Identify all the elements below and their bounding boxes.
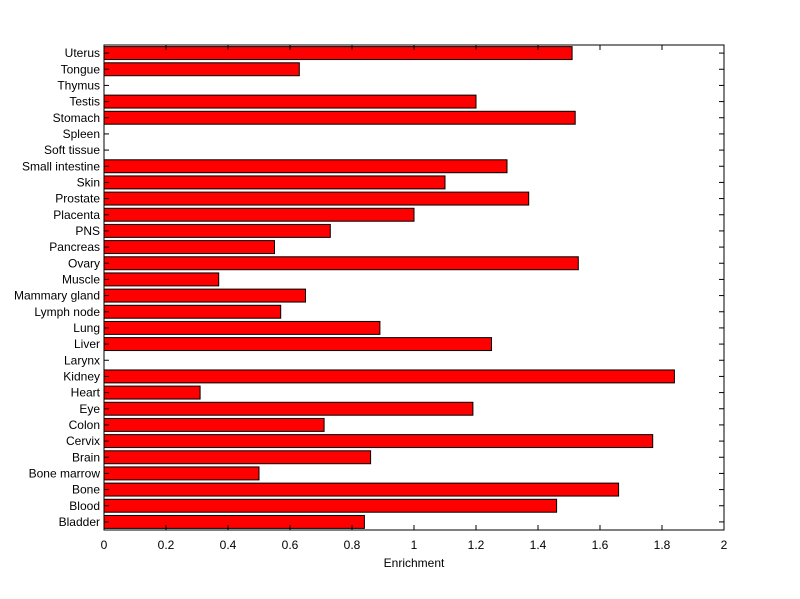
- y-tick-label: Larynx: [64, 353, 100, 367]
- x-tick-label: 0.4: [220, 538, 237, 552]
- x-tick-label: 0.8: [344, 538, 361, 552]
- bar-stomach: [103, 110, 576, 125]
- bar-blood: [103, 498, 558, 513]
- bar-testis: [103, 94, 477, 109]
- bar-colon: [103, 417, 325, 432]
- x-tick-label: 0.2: [158, 538, 175, 552]
- y-tick-label: Lymph node: [34, 305, 100, 319]
- x-tick-label: 1.8: [654, 538, 671, 552]
- x-tick-label: 1: [411, 538, 418, 552]
- bar-pns: [103, 223, 331, 238]
- y-tick-label: Kidney: [63, 369, 100, 383]
- y-tick-label: Ovary: [68, 256, 100, 270]
- bars-group: [103, 46, 675, 529]
- x-tick-label: 2: [721, 538, 728, 552]
- y-tick-label: Bone marrow: [29, 466, 101, 480]
- bar-placenta: [103, 207, 415, 222]
- bar-bone: [103, 482, 620, 497]
- y-tick-label: Tongue: [61, 62, 101, 76]
- bar-lymph-node: [103, 304, 282, 319]
- bar-heart: [103, 385, 201, 400]
- y-tick-label: Pancreas: [49, 240, 100, 254]
- bar-small-intestine: [103, 159, 508, 174]
- bar-ovary: [103, 256, 579, 271]
- x-tick-label: 1.4: [530, 538, 547, 552]
- y-tick-label: Thymus: [57, 78, 100, 92]
- y-tick-label: Lung: [73, 321, 100, 335]
- bar-uterus: [103, 46, 573, 61]
- y-tick-label: Eye: [79, 402, 100, 416]
- bar-eye: [103, 401, 474, 416]
- y-tick-label: Placenta: [53, 208, 100, 222]
- x-tick-label: 0.6: [282, 538, 299, 552]
- y-tick-label: Muscle: [62, 272, 100, 286]
- y-tick-label: Stomach: [53, 111, 100, 125]
- y-tick-label: Bladder: [59, 515, 100, 529]
- y-tick-label: Prostate: [55, 192, 100, 206]
- y-tick-label: Soft tissue: [44, 143, 100, 157]
- y-tick-label: Bone: [72, 483, 100, 497]
- bar-bone-marrow: [103, 466, 260, 481]
- bar-lung: [103, 320, 381, 335]
- x-tick-label: 0: [101, 538, 108, 552]
- y-tick-label: PNS: [75, 224, 100, 238]
- x-tick-label: 1.2: [468, 538, 485, 552]
- y-tick-label: Mammary gland: [14, 289, 100, 303]
- bar-tongue: [103, 62, 300, 77]
- bar-brain: [103, 450, 372, 465]
- bar-bladder: [103, 514, 365, 529]
- bar-muscle: [103, 272, 220, 287]
- x-axis-label: Enrichment: [384, 556, 445, 570]
- y-tick-label: Cervix: [66, 434, 100, 448]
- y-tick-label: Small intestine: [22, 159, 100, 173]
- x-tick-label: 1.6: [592, 538, 609, 552]
- bar-liver: [103, 337, 492, 352]
- y-tick-label: Blood: [69, 499, 100, 513]
- labels-group: Uterus Tongue Thymus Testis Stomach Spleen Sof…: [14, 46, 728, 552]
- bar-mammary-gland: [103, 288, 306, 303]
- bar-cervix: [103, 434, 654, 449]
- bar-kidney: [103, 369, 675, 384]
- y-tick-label: Uterus: [65, 46, 100, 60]
- bar-skin: [103, 175, 446, 190]
- bar-pancreas: [103, 240, 275, 255]
- bar-prostate: [103, 191, 530, 206]
- y-tick-label: Spleen: [63, 127, 100, 141]
- y-tick-label: Liver: [74, 337, 100, 351]
- y-tick-label: Brain: [72, 450, 100, 464]
- y-tick-label: Colon: [69, 418, 100, 432]
- y-tick-label: Testis: [69, 95, 100, 109]
- ticks-group: [103, 45, 725, 530]
- y-tick-label: Heart: [71, 386, 101, 400]
- y-tick-label: Skin: [77, 175, 100, 189]
